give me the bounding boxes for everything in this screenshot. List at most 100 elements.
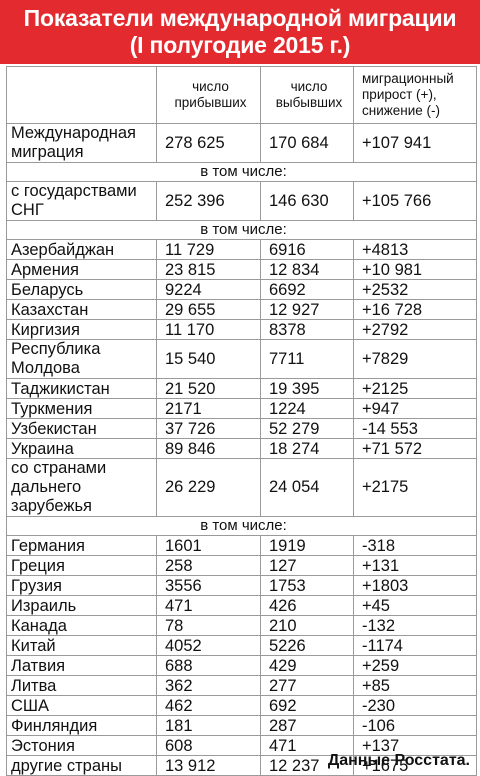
section-label: в том числе:: [6, 516, 477, 536]
departed-value: 6692: [260, 279, 354, 300]
title-banner: Показатели международной миграции (I пол…: [0, 0, 480, 64]
arrived-value: 9224: [156, 279, 261, 300]
arrived-value: 13 912: [156, 755, 261, 776]
region-name: Азербайджан: [6, 239, 157, 260]
region-name: Литва: [6, 675, 157, 696]
table-row: Узбекистан 37 726 52 279 -14 553: [6, 418, 477, 439]
departed-value: 170 684: [260, 123, 354, 163]
region-name: Туркмения: [6, 398, 157, 419]
table-row: Грузия 3556 1753 +1803: [6, 575, 477, 596]
growth-value: +105 766: [353, 181, 477, 221]
arrived-value: 462: [156, 695, 261, 716]
growth-value: +71 572: [353, 438, 477, 459]
departed-value: 24 054: [260, 458, 354, 517]
growth-value: +1803: [353, 575, 477, 596]
arrived-value: 29 655: [156, 299, 261, 320]
section-row: в том числе:: [6, 516, 477, 536]
table-row: Азербайджан 11 729 6916 +4813: [6, 239, 477, 260]
departed-value: 210: [260, 615, 354, 636]
departed-value: 7711: [260, 339, 354, 379]
departed-value: 277: [260, 675, 354, 696]
growth-value: +2125: [353, 378, 477, 399]
growth-value: -132: [353, 615, 477, 636]
arrived-value: 15 540: [156, 339, 261, 379]
table-row: Греция 258 127 +131: [6, 555, 477, 576]
region-name: Узбекистан: [6, 418, 157, 439]
region-name: США: [6, 695, 157, 716]
region-name: Беларусь: [6, 279, 157, 300]
table-row: Киргизия 11 170 8378 +2792: [6, 319, 477, 340]
growth-value: +131: [353, 555, 477, 576]
growth-value: +259: [353, 655, 477, 676]
growth-value: -230: [353, 695, 477, 716]
departed-value: 426: [260, 595, 354, 616]
departed-value: 19 395: [260, 378, 354, 399]
region-name: Грузия: [6, 575, 157, 596]
region-name: Греция: [6, 555, 157, 576]
table-row: Израиль 471 426 +45: [6, 595, 477, 616]
arrived-value: 37 726: [156, 418, 261, 439]
departed-value: 12 834: [260, 259, 354, 280]
arrived-value: 471: [156, 595, 261, 616]
table-row: Китай 4052 5226 -1174: [6, 635, 477, 656]
region-name: Международная миграция: [6, 123, 157, 163]
table-row: со странами дальнего зарубежья 26 229 24 0…: [6, 458, 477, 517]
table-row: Литва 362 277 +85: [6, 675, 477, 696]
header-departed: число выбывших: [260, 66, 354, 124]
departed-value: 287: [260, 715, 354, 736]
arrived-value: 258: [156, 555, 261, 576]
departed-value: 1753: [260, 575, 354, 596]
growth-value: -318: [353, 535, 477, 556]
growth-value: +16 728: [353, 299, 477, 320]
table-row: Латвия 688 429 +259: [6, 655, 477, 676]
title-line-2: (I полугодие 2015 г.): [129, 32, 351, 58]
departed-value: 52 279: [260, 418, 354, 439]
region-name: Таджикистан: [6, 378, 157, 399]
region-name: Армения: [6, 259, 157, 280]
growth-value: +2532: [353, 279, 477, 300]
region-name: Украина: [6, 438, 157, 459]
departed-value: 12 927: [260, 299, 354, 320]
section-label: в том числе:: [6, 220, 477, 240]
departed-value: 692: [260, 695, 354, 716]
table-header-row: число прибывших число выбывших миграцион…: [6, 66, 477, 124]
table-row: Республика Молдова 15 540 7711 +7829: [6, 339, 477, 379]
departed-value: 429: [260, 655, 354, 676]
table-row: Канада 78 210 -132: [6, 615, 477, 636]
region-name: Латвия: [6, 655, 157, 676]
region-name: со странами дальнего зарубежья: [6, 458, 157, 517]
table-row: Германия 1601 1919 -318: [6, 535, 477, 556]
table-row: Казахстан 29 655 12 927 +16 728: [6, 299, 477, 320]
departed-value: 8378: [260, 319, 354, 340]
departed-value: 6916: [260, 239, 354, 260]
source-note: Данные Росстата.: [327, 752, 470, 769]
arrived-value: 3556: [156, 575, 261, 596]
departed-value: 5226: [260, 635, 354, 656]
section-label: в том числе:: [6, 162, 477, 182]
region-name: Киргизия: [6, 319, 157, 340]
arrived-value: 688: [156, 655, 261, 676]
table-row: США 462 692 -230: [6, 695, 477, 716]
departed-value: 146 630: [260, 181, 354, 221]
region-name: Израиль: [6, 595, 157, 616]
table-row: с государствами СНГ 252 396 146 630 +105 76…: [6, 181, 477, 221]
arrived-value: 11 170: [156, 319, 261, 340]
arrived-value: 21 520: [156, 378, 261, 399]
growth-value: +45: [353, 595, 477, 616]
region-name: другие страны: [6, 755, 157, 776]
region-name: Германия: [6, 535, 157, 556]
growth-value: -106: [353, 715, 477, 736]
region-name: Казахстан: [6, 299, 157, 320]
departed-value: 18 274: [260, 438, 354, 459]
table-row: Международная миграция 278 625 170 684 +107…: [6, 123, 477, 163]
region-name: Канада: [6, 615, 157, 636]
table-row: Беларусь 9224 6692 +2532: [6, 279, 477, 300]
growth-value: +2175: [353, 458, 477, 517]
table-body: Международная миграция 278 625 170 684 +107…: [6, 123, 477, 776]
table-row: Туркмения 2171 1224 +947: [6, 398, 477, 419]
table-row: Таджикистан 21 520 19 395 +2125: [6, 378, 477, 399]
arrived-value: 1601: [156, 535, 261, 556]
region-name: Республика Молдова: [6, 339, 157, 379]
section-row: в том числе:: [6, 162, 477, 182]
region-name: Эстония: [6, 735, 157, 756]
